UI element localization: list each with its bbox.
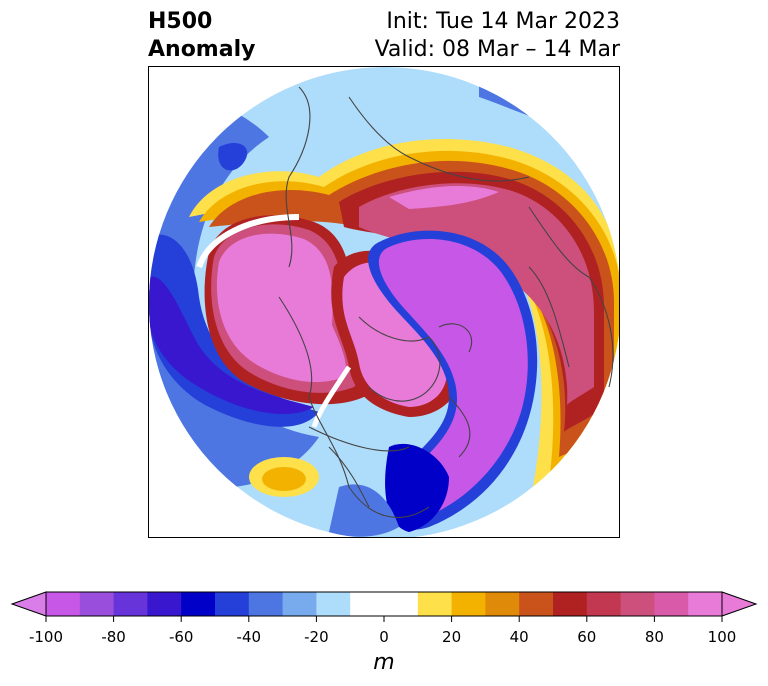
title-left: H500 Anomaly	[148, 8, 255, 64]
colorbar-segments	[46, 592, 723, 616]
colorbar-tick-label: 80	[644, 628, 664, 646]
colorbar-segment	[485, 592, 520, 616]
colorbar-segment	[248, 592, 284, 616]
colorbar-tick-label: 20	[442, 628, 462, 646]
colorbar-segment	[586, 592, 622, 616]
colorbar-segment	[316, 592, 351, 616]
colorbar-tick-label: 100	[707, 628, 737, 646]
colorbar-segment	[519, 592, 554, 616]
colorbar-segment	[417, 592, 453, 616]
colorbar-tick-label: 0	[379, 628, 389, 646]
colorbar-extend-low	[10, 591, 47, 617]
map-panel	[148, 66, 620, 538]
colorbar-units: m	[373, 650, 395, 675]
colorbar-segment	[147, 592, 182, 616]
colorbar-segment	[350, 592, 419, 616]
colorbar	[10, 591, 758, 622]
colorbar-segment	[181, 592, 216, 616]
colorbar-segment	[688, 592, 723, 616]
colorbar-tick-label: -40	[236, 628, 262, 646]
colorbar-segment	[620, 592, 655, 616]
anomaly-field	[149, 67, 619, 537]
colorbar-segment	[215, 592, 250, 616]
colorbar-segment	[113, 592, 148, 616]
title-right: Init: Tue 14 Mar 2023 Valid: 08 Mar – 14…	[375, 8, 620, 64]
coastlines	[278, 86, 614, 518]
valid-range: Valid: 08 Mar – 14 Mar	[374, 37, 620, 62]
colorbar-tick-label: -60	[168, 628, 194, 646]
colorbar-tick-label: 40	[509, 628, 529, 646]
colorbar-tick-label: 60	[577, 628, 597, 646]
colorbar-segment	[46, 592, 81, 616]
colorbar-segment	[79, 592, 115, 616]
colorbar-segment	[654, 592, 689, 616]
colorbar-tick-label: -80	[101, 628, 126, 646]
colorbar-ticks	[45, 616, 723, 622]
title-variable: H500	[148, 9, 213, 34]
colorbar-tick-label: -20	[304, 628, 329, 646]
colorbar-segment	[282, 592, 317, 616]
colorbar-extend-high	[721, 591, 758, 617]
anomaly-map	[149, 67, 619, 537]
colorbar-segment	[553, 592, 588, 616]
init-time: Init: Tue 14 Mar 2023	[386, 9, 620, 34]
colorbar-segment	[451, 592, 486, 616]
title-field: Anomaly	[148, 37, 256, 62]
colorbar-tick-label: -100	[28, 628, 64, 646]
